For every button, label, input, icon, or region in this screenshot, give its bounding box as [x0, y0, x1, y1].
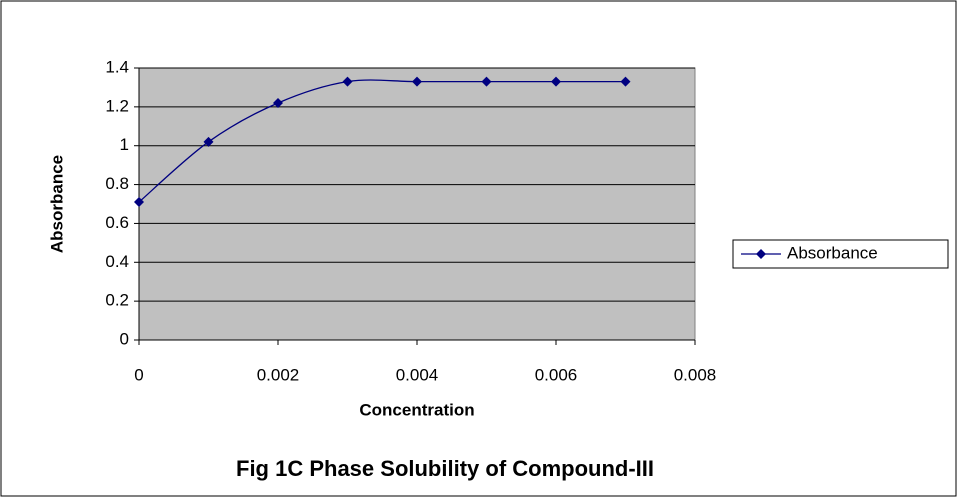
y-axis-title: Absorbance: [47, 155, 66, 253]
y-tick-label: 0.2: [105, 291, 129, 310]
marker: [481, 76, 492, 87]
y-tick-label: 1.2: [105, 96, 129, 115]
y-tick-label: 0.4: [105, 252, 129, 271]
y-tick-label: 1.4: [105, 57, 129, 76]
legend-label: Absorbance: [787, 243, 878, 262]
marker: [551, 76, 561, 87]
y-tick-label: 1: [120, 135, 129, 154]
x-tick-label: 0.006: [535, 365, 578, 384]
marker: [412, 76, 422, 87]
legend-marker: [756, 249, 766, 259]
plot-area: [138, 67, 696, 341]
x-tick-label: 0: [134, 365, 143, 384]
x-tick-label: 0.002: [257, 365, 300, 384]
marker: [203, 136, 214, 147]
chart-title: Fig 1C Phase Solubility of Compound-III: [236, 456, 654, 481]
x-tick-label: 0.008: [674, 365, 717, 384]
marker: [620, 76, 631, 87]
marker: [273, 97, 283, 108]
y-tick-label: 0.8: [105, 174, 129, 193]
marker: [342, 76, 353, 87]
y-tick-label: 0: [120, 329, 129, 348]
y-tick-label: 0.6: [105, 213, 129, 232]
x-tick-label: 0.004: [396, 365, 439, 384]
x-axis-title: Concentration: [359, 400, 474, 419]
marker: [134, 197, 144, 208]
